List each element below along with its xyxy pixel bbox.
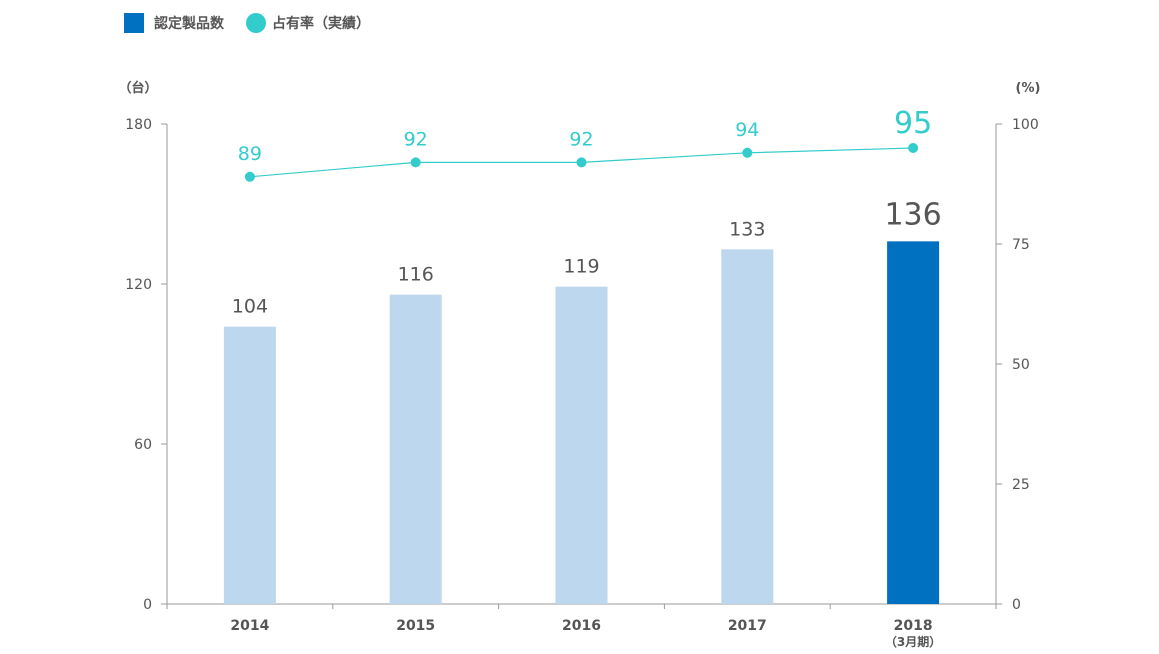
x-tick-label: 2017 (728, 618, 767, 634)
x-tick-label: 2016 (562, 618, 601, 634)
bar (721, 249, 774, 605)
legend-label-line: 占有率（実績） (272, 16, 370, 32)
share-point (244, 171, 255, 182)
x-tick-sublabel: （3月期） (885, 634, 941, 649)
axes: 0 60 120 180 0 25 50 75 100 2014 2015 2016 2017 2018（… (125, 117, 1038, 649)
share-value-label: 95 (894, 106, 932, 141)
bar-value-label: 116 (398, 264, 434, 286)
right-tick-label: 50 (1012, 357, 1030, 373)
bar (223, 326, 276, 604)
left-tick-label: 180 (125, 117, 152, 133)
share-point (410, 157, 421, 168)
share-point (742, 147, 753, 158)
left-axis-unit: （台） (118, 80, 157, 96)
left-tick-label: 0 (143, 597, 152, 613)
data-labels: 104 116 119 133 136 89 92 92 94 95 (232, 106, 942, 318)
legend-swatch-dot (246, 13, 266, 33)
x-tick-label: 2015 (396, 618, 435, 634)
left-tick-label: 60 (134, 437, 152, 453)
share-value-label: 92 (569, 128, 593, 150)
bars (223, 241, 940, 605)
bar (555, 286, 608, 604)
share-value-label: 89 (238, 143, 262, 165)
right-tick-label: 25 (1012, 477, 1030, 493)
bar-value-label: 104 (232, 296, 268, 318)
bar-value-label: 133 (729, 218, 765, 240)
share-value-label: 92 (404, 128, 428, 150)
legend-swatch-bar (124, 13, 144, 33)
right-tick-label: 75 (1012, 237, 1030, 253)
right-axis-unit: (%) (1016, 81, 1041, 96)
bar-value-label: 119 (563, 256, 599, 278)
legend-label-bar: 認定製品数 (154, 16, 224, 32)
legend-item-bar: 認定製品数 (124, 13, 224, 33)
right-tick-label: 0 (1012, 597, 1021, 613)
right-tick-label: 100 (1012, 117, 1039, 133)
bar (389, 294, 442, 604)
share-value-label: 94 (735, 119, 759, 141)
x-tick-label: 2014 (230, 618, 269, 634)
legend: 認定製品数 占有率（実績） (124, 13, 392, 33)
x-tick-label: 2018 (894, 618, 933, 634)
left-tick-label: 120 (125, 277, 152, 293)
bar-value-label: 136 (884, 197, 941, 232)
legend-item-line: 占有率（実績） (246, 13, 370, 33)
bar (887, 241, 940, 605)
share-line (244, 143, 919, 182)
share-point (908, 143, 919, 153)
share-point (576, 157, 587, 168)
